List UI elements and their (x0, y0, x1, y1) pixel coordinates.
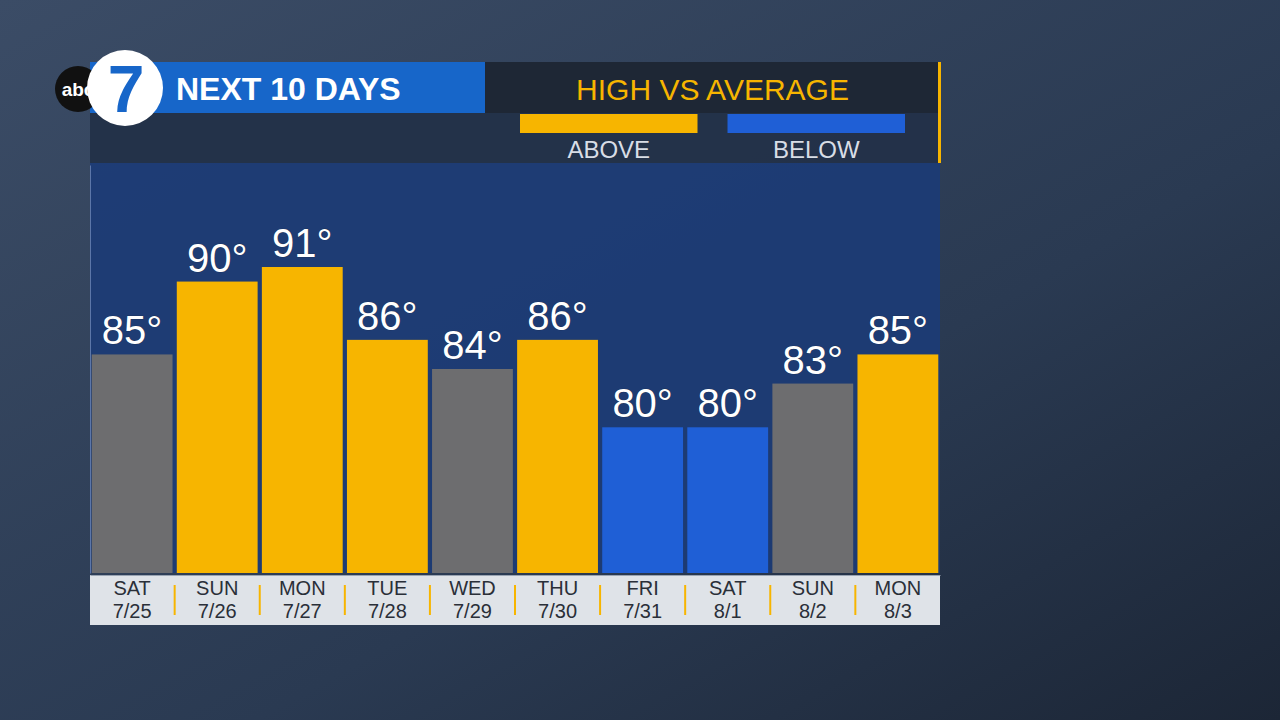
bar (177, 282, 258, 573)
separator (854, 585, 856, 615)
separator (344, 585, 346, 615)
bar (602, 427, 683, 573)
y-axis (90, 166, 91, 574)
header-accent (938, 62, 941, 163)
x-tick-label: MON7/27 (279, 577, 326, 622)
x-tick-label: THU7/30 (537, 577, 578, 622)
bar (262, 267, 343, 573)
x-tick-label: SAT8/1 (709, 577, 746, 622)
data-label: 85° (868, 308, 929, 352)
legend-label: BELOW (773, 136, 860, 163)
background (0, 0, 1280, 720)
legend-swatch (728, 114, 906, 133)
separator (429, 585, 431, 615)
canvas: abc7NEXT 10 DAYSHIGH VS AVERAGEABOVEBELO… (0, 0, 1280, 720)
data-label: 85° (102, 308, 163, 352)
plot-panel (90, 113, 940, 573)
x-label-strip (90, 575, 940, 625)
data-label: 80° (697, 381, 758, 425)
data-label: 86° (527, 294, 588, 338)
bar (517, 340, 598, 573)
data-label: 86° (357, 294, 418, 338)
x-tick-label: SAT7/25 (113, 577, 152, 622)
legend-label: ABOVE (567, 136, 650, 163)
legend-swatch (520, 114, 698, 133)
x-tick-label: FRI7/31 (623, 577, 662, 622)
data-label: 83° (783, 338, 844, 382)
separator (259, 585, 261, 615)
x-tick-label: SUN8/2 (792, 577, 834, 622)
bar (687, 427, 768, 573)
title: NEXT 10 DAYS (176, 71, 401, 107)
data-label: 84° (442, 323, 503, 367)
x-tick-label: SUN7/26 (196, 577, 238, 622)
bars (92, 267, 939, 573)
x-tick-label: TUE7/28 (367, 577, 407, 622)
bar (347, 340, 428, 573)
data-label: 80° (612, 381, 673, 425)
logo-channel: 7 (108, 52, 145, 126)
logo-channel-circle (87, 50, 163, 126)
separator (514, 585, 516, 615)
x-tick-label: MON8/3 (875, 577, 922, 622)
subtitle: HIGH VS AVERAGE (576, 73, 849, 106)
separator (769, 585, 771, 615)
y-axis-line (90, 166, 91, 574)
x-axis: SAT7/25 SUN7/26 MON7/27 TUE7/28 WED7/29 THU7/… (91, 575, 941, 622)
bar (857, 354, 938, 573)
legend-head-bar (485, 62, 940, 113)
data-labels: 90° 91° 86° 86° 85° 80° 80° 85° 84° 83° (102, 221, 928, 425)
separator (684, 585, 686, 615)
bar (772, 384, 853, 573)
separator (599, 585, 601, 615)
data-label: 91° (272, 221, 333, 265)
bar (432, 369, 513, 573)
bar (92, 354, 173, 573)
x-axis-line (91, 575, 941, 576)
separator (174, 585, 176, 615)
data-label: 90° (187, 236, 248, 280)
legend-row-bar (90, 113, 940, 163)
x-tick-label: WED7/29 (449, 577, 496, 622)
